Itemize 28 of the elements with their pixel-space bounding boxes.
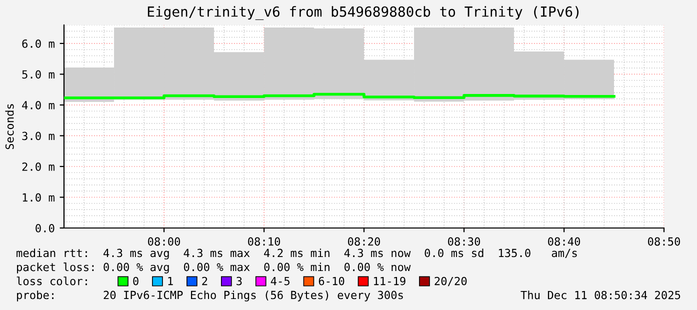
x-tick-label: 08:30 xyxy=(448,237,480,246)
legend-label: 1 xyxy=(168,276,173,286)
text: packet loss: 0.00 % avg 0.00 % max 0.00 % min 0.00 % now xyxy=(17,262,411,274)
chart-title: Eigen/trinity_v6 from b549689880cb to Trinity (IPv6) xyxy=(148,6,579,20)
legend-label: 6-10 xyxy=(318,276,344,286)
legend-label: 20/20 xyxy=(434,276,467,286)
y-tick-label: 4.0 m xyxy=(22,100,54,110)
text: probe: 20 IPv6-ICMP Echo Pings (56 Bytes) every 300s xyxy=(17,290,403,302)
text: median rtt: 4.3 ms avg 4.3 ms max 4.2 ms min 4.3 ms now 0.0 ms sd 135.0 am/s xyxy=(16,248,577,260)
y-tick-label: 0.0 xyxy=(36,224,54,232)
legend-title: loss color: xyxy=(16,276,87,286)
y-tick-label: 2.0 m xyxy=(22,162,54,171)
legend-label: 2 xyxy=(202,276,208,286)
x-tick-label: 08:40 xyxy=(548,237,580,246)
legend-label: 0 xyxy=(133,276,138,286)
legend-label: 3 xyxy=(236,276,242,286)
y-tick-label: 1.0 m xyxy=(22,193,54,202)
x-tick-label: 08:50 xyxy=(648,237,680,246)
legend-label: 11-19 xyxy=(374,276,406,286)
y-axis-title: Seconds xyxy=(5,104,14,150)
y-tick-label: 5.0 m xyxy=(22,70,54,79)
text: Thu Dec 11 08:50:34 2025 xyxy=(520,290,680,300)
y-tick-label: 6.0 m xyxy=(22,39,54,48)
x-tick-label: 08:10 xyxy=(248,237,280,246)
legend-label: 4-5 xyxy=(270,276,290,286)
x-tick-label: 08:20 xyxy=(348,237,380,246)
y-tick-label: 3.0 m xyxy=(22,132,54,140)
x-tick-label: 08:00 xyxy=(148,237,180,246)
